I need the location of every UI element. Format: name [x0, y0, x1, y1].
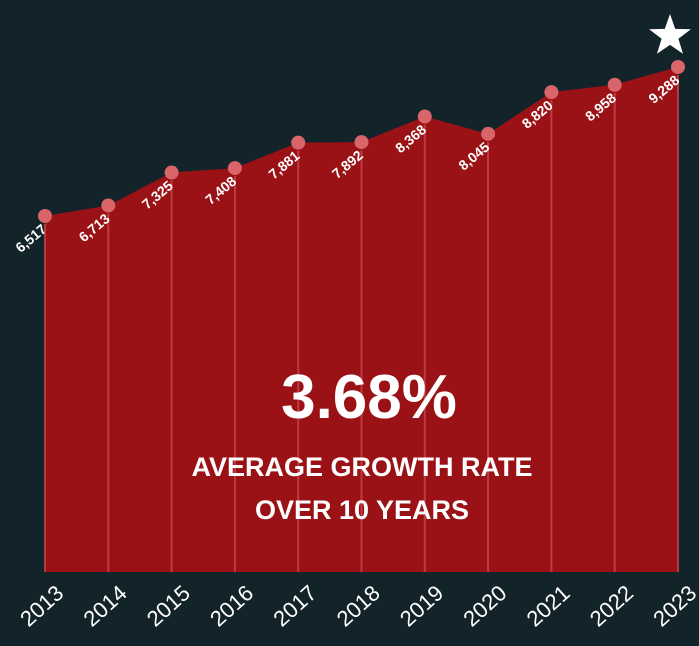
highlight-caption-line2: OVER 10 YEARS: [255, 495, 469, 525]
x-tick-label: 2015: [142, 580, 195, 631]
x-tick-label: 2019: [395, 580, 448, 631]
data-point: [164, 165, 179, 180]
x-tick-label: 2016: [205, 580, 258, 631]
x-tick-label: 2022: [585, 580, 638, 631]
x-tick-label: 2020: [458, 580, 511, 631]
data-point: [227, 161, 242, 176]
x-tick-label: 2021: [522, 580, 575, 631]
data-point: [671, 60, 685, 74]
data-point: [291, 135, 306, 150]
data-point: [101, 198, 116, 213]
value-label: 6,517: [12, 221, 49, 256]
x-tick-label: 2023: [648, 580, 699, 631]
x-axis-ticks: 2013 2014 2015 2016 2017 2018 2019 2020 2021 2022…: [15, 580, 699, 631]
data-point: [544, 85, 559, 100]
data-point: [607, 77, 622, 92]
star-icon: [649, 14, 691, 54]
highlight-value: 3.68%: [281, 363, 457, 432]
markers: [38, 60, 685, 223]
data-point: [481, 126, 496, 141]
x-tick-label: 2018: [332, 580, 385, 631]
data-point: [38, 209, 52, 223]
x-tick-label: 2013: [15, 580, 68, 631]
data-point: [354, 135, 369, 150]
highlight-caption-line1: AVERAGE GROWTH RATE: [192, 452, 533, 482]
x-tick-label: 2014: [79, 580, 132, 631]
drop-lines: [44, 75, 679, 572]
data-point: [417, 109, 432, 124]
x-tick-label: 2017: [268, 580, 321, 631]
